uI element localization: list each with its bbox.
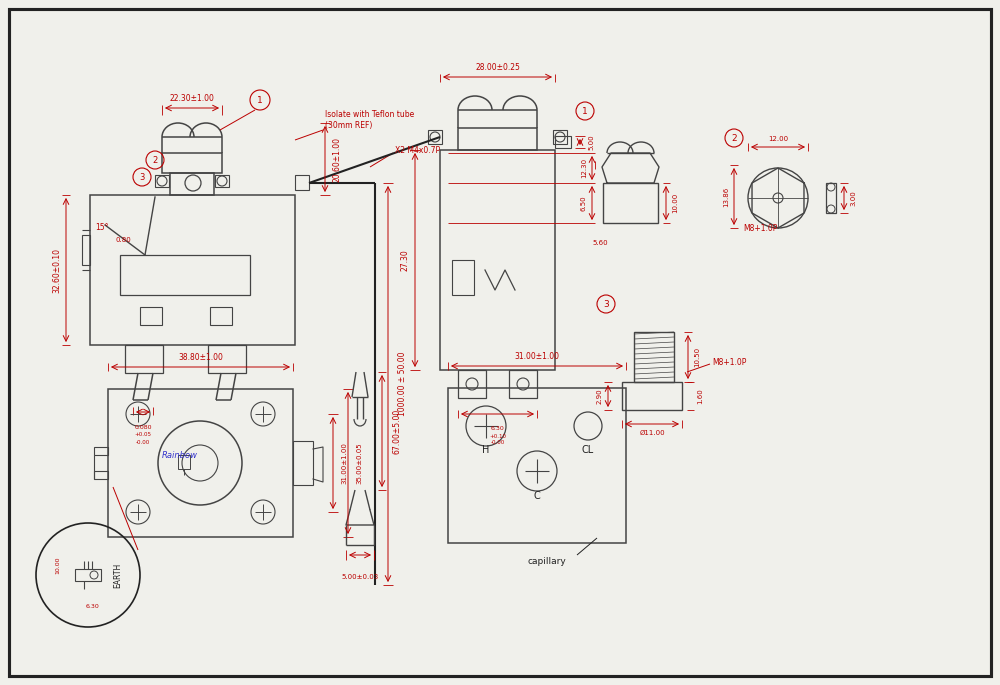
Bar — [293, 441, 313, 485]
Text: 2: 2 — [731, 134, 737, 142]
Text: 10.50: 10.50 — [694, 347, 700, 367]
Text: CL: CL — [582, 445, 594, 455]
Text: +0.10: +0.10 — [489, 434, 506, 438]
Text: 0.80: 0.80 — [115, 237, 131, 243]
Text: 10.00: 10.00 — [56, 556, 60, 574]
Text: 67.00±5.00: 67.00±5.00 — [392, 408, 401, 453]
Bar — [162, 153, 222, 173]
Text: 6.50: 6.50 — [581, 195, 587, 211]
Text: -0.00: -0.00 — [490, 440, 505, 445]
Bar — [448, 388, 626, 543]
Text: C: C — [534, 491, 540, 501]
Text: 0.080: 0.080 — [134, 425, 152, 429]
Text: 12.00: 12.00 — [768, 136, 788, 142]
Text: 1000.00 ± 50.00: 1000.00 ± 50.00 — [398, 352, 407, 416]
Text: +0.05: +0.05 — [134, 432, 152, 438]
Text: 20.60±1.00: 20.60±1.00 — [333, 136, 342, 182]
Text: EARTH: EARTH — [114, 562, 122, 588]
Text: 2: 2 — [152, 155, 158, 164]
Text: 27.30: 27.30 — [401, 249, 410, 271]
Text: capillary: capillary — [528, 556, 566, 566]
Bar — [120, 255, 250, 295]
Bar — [94, 471, 108, 479]
Text: 1: 1 — [582, 106, 588, 116]
Bar — [509, 370, 537, 398]
Text: M8+1.0P: M8+1.0P — [743, 223, 777, 232]
Text: 1: 1 — [257, 95, 263, 105]
Text: 15°: 15° — [95, 223, 109, 232]
Bar — [94, 447, 108, 455]
Bar — [170, 173, 214, 195]
Text: Ø11.00: Ø11.00 — [639, 430, 665, 436]
Bar — [555, 136, 571, 148]
Bar — [178, 455, 190, 469]
Text: 1.60: 1.60 — [697, 388, 703, 404]
Bar — [622, 382, 682, 410]
Bar — [125, 345, 163, 373]
Text: 3.00: 3.00 — [850, 190, 856, 206]
Bar — [295, 175, 309, 190]
Text: H: H — [482, 445, 490, 455]
Text: 35.00±0.05: 35.00±0.05 — [356, 443, 362, 484]
Text: 3: 3 — [603, 299, 609, 308]
Text: 28.00±0.25: 28.00±0.25 — [475, 63, 520, 72]
Text: -0.00: -0.00 — [136, 440, 150, 445]
Bar — [155, 175, 169, 187]
Bar — [826, 183, 836, 213]
Text: X2 M4x0.7P: X2 M4x0.7P — [395, 145, 440, 155]
Bar — [208, 345, 246, 373]
Bar — [452, 260, 474, 295]
Text: M8+1.0P: M8+1.0P — [712, 358, 746, 366]
Bar — [215, 175, 229, 187]
Text: 6.30: 6.30 — [491, 425, 504, 430]
Bar — [90, 195, 295, 345]
Text: 12.30: 12.30 — [581, 158, 587, 178]
Bar — [603, 183, 658, 223]
Bar — [82, 235, 90, 265]
Bar — [440, 150, 555, 370]
Text: 5.00±0.03: 5.00±0.03 — [341, 574, 379, 580]
Text: Isolate with Teflon tube
(30mm REF): Isolate with Teflon tube (30mm REF) — [325, 110, 414, 129]
Text: 10.00: 10.00 — [672, 193, 678, 213]
Text: 32.60±0.10: 32.60±0.10 — [52, 247, 61, 292]
Bar — [458, 370, 486, 398]
Text: 6.30: 6.30 — [86, 604, 100, 610]
Bar — [140, 307, 162, 325]
Bar — [634, 332, 674, 382]
Text: 13.86: 13.86 — [723, 186, 729, 207]
Text: 31.00±1.00: 31.00±1.00 — [514, 352, 560, 361]
Text: 5.00: 5.00 — [588, 134, 594, 150]
Text: 5.60: 5.60 — [592, 240, 608, 246]
Text: 2.90: 2.90 — [597, 388, 603, 404]
Bar — [428, 130, 442, 144]
Text: 38.80±1.00: 38.80±1.00 — [178, 353, 223, 362]
Bar — [553, 130, 567, 144]
Text: 31.00±1.00: 31.00±1.00 — [341, 442, 347, 484]
Text: Rainbow: Rainbow — [162, 451, 198, 460]
Bar — [108, 389, 293, 537]
Bar — [75, 569, 101, 581]
Bar — [210, 307, 232, 325]
Text: 22.30±1.00: 22.30±1.00 — [170, 94, 214, 103]
Bar — [458, 128, 537, 150]
Text: 3: 3 — [139, 173, 145, 182]
